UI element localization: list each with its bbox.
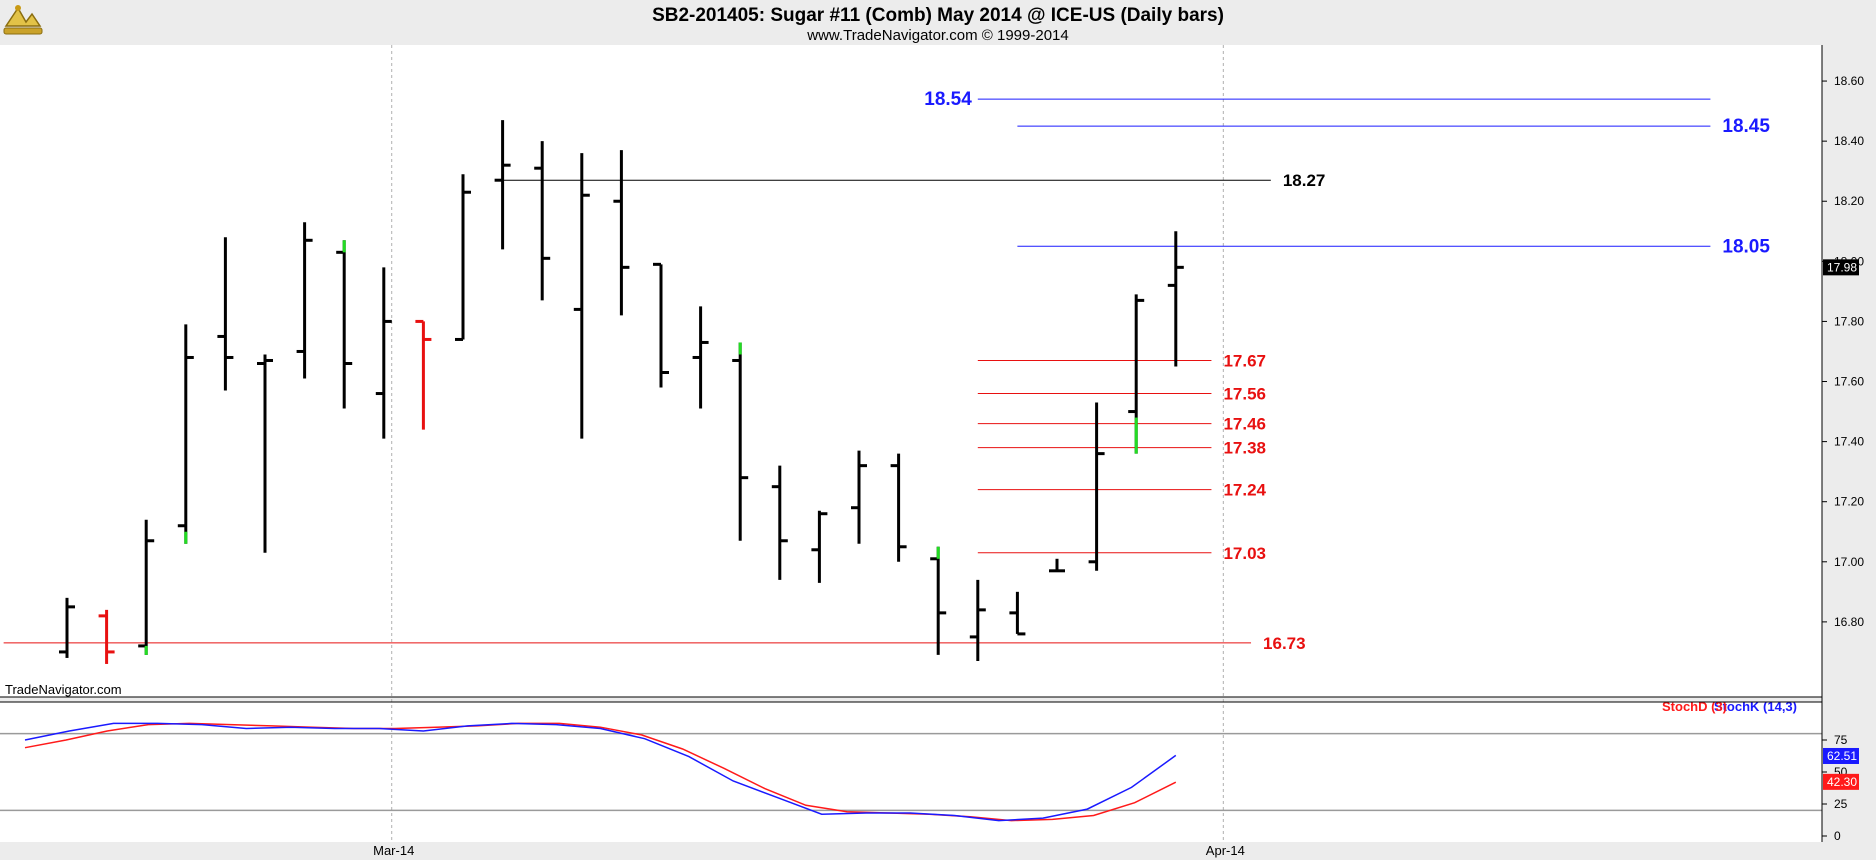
ohlc-bar <box>534 141 551 301</box>
price-level-label: 17.24 <box>1223 481 1266 500</box>
stoch-value-badge <box>1823 747 1859 764</box>
ohlc-bar <box>375 267 392 439</box>
ohlc-bar <box>455 174 471 341</box>
stoch-value-label: 62.51 <box>1827 749 1857 763</box>
ohlc-bar <box>771 465 788 580</box>
ohlc-bar <box>613 150 630 316</box>
price-level-label: 17.38 <box>1223 439 1266 458</box>
ohlc-bar <box>573 153 590 439</box>
ohlc-bar <box>1167 231 1184 367</box>
ohlc-bar <box>296 222 313 379</box>
stoch-tick-label: 0 <box>1834 829 1841 843</box>
stoch-d-line <box>24 722 1177 822</box>
app-logo[interactable] <box>3 5 43 35</box>
last-price-badge <box>1823 259 1859 276</box>
stoch-value-badge <box>1823 773 1859 790</box>
price-tick-label: 18.20 <box>1834 194 1864 208</box>
ohlc-bar <box>494 120 511 250</box>
price-tick-label: 16.80 <box>1834 615 1864 629</box>
price-tick-label: 17.20 <box>1834 495 1864 509</box>
ohlc-bar <box>851 450 867 544</box>
price-tick-label: 18.40 <box>1834 134 1864 148</box>
price-level-label: 17.67 <box>1223 351 1266 370</box>
price-level-label: 17.56 <box>1223 385 1266 404</box>
price-tick-label: 17.60 <box>1834 375 1864 389</box>
ohlc-bar <box>1009 591 1026 636</box>
price-tick-label: 17.00 <box>1834 555 1864 569</box>
price-level-label: 18.54 <box>924 89 972 110</box>
last-price-label: 17.98 <box>1827 260 1857 274</box>
chart-title: SB2-201405: Sugar #11 (Comb) May 2014 @ … <box>652 5 1224 26</box>
ohlc-bar <box>969 579 986 661</box>
price-panel <box>0 45 1822 697</box>
stoch-k-line <box>24 722 1177 822</box>
price-level-label: 18.27 <box>1283 171 1326 190</box>
price-level-label: 17.46 <box>1223 415 1266 434</box>
stochastic-panel <box>0 702 1822 842</box>
price-tick-label: 18.60 <box>1834 74 1864 88</box>
watermark: TradeNavigator.com <box>5 682 122 697</box>
legend-stochk: StochK (14,3) <box>1714 699 1797 714</box>
legend-stochd: StochD (3) <box>1662 699 1727 714</box>
price-tick-label: 17.40 <box>1834 435 1864 449</box>
ohlc-bar <box>692 306 709 409</box>
chart-subtitle: www.TradeNavigator.com © 1999-2014 <box>806 27 1068 44</box>
x-tick-label: Mar-14 <box>373 843 414 858</box>
price-tick-label: 17.80 <box>1834 314 1864 328</box>
ohlc-bar <box>1049 558 1065 573</box>
ohlc-bar <box>732 342 749 541</box>
ohlc-bar <box>890 453 907 562</box>
stoch-value-label: 42.30 <box>1827 775 1857 789</box>
ohlc-bar <box>257 354 273 553</box>
stoch-tick-label: 75 <box>1834 733 1848 747</box>
price-level-label: 18.45 <box>1722 116 1770 137</box>
ohlc-bar <box>59 597 75 658</box>
price-level-label: 16.73 <box>1263 634 1306 653</box>
stoch-tick-label: 25 <box>1834 797 1848 811</box>
ohlc-bar <box>98 609 115 664</box>
ohlc-bar <box>653 262 669 388</box>
x-tick-label: Apr-14 <box>1206 843 1245 858</box>
ohlc-bar <box>811 510 828 583</box>
price-level-label: 18.05 <box>1722 236 1770 257</box>
ohlc-bar <box>217 237 234 391</box>
ohlc-bar <box>177 324 194 544</box>
ohlc-bar <box>1088 402 1105 571</box>
price-level-label: 17.03 <box>1223 544 1266 563</box>
ohlc-bar <box>415 319 432 430</box>
